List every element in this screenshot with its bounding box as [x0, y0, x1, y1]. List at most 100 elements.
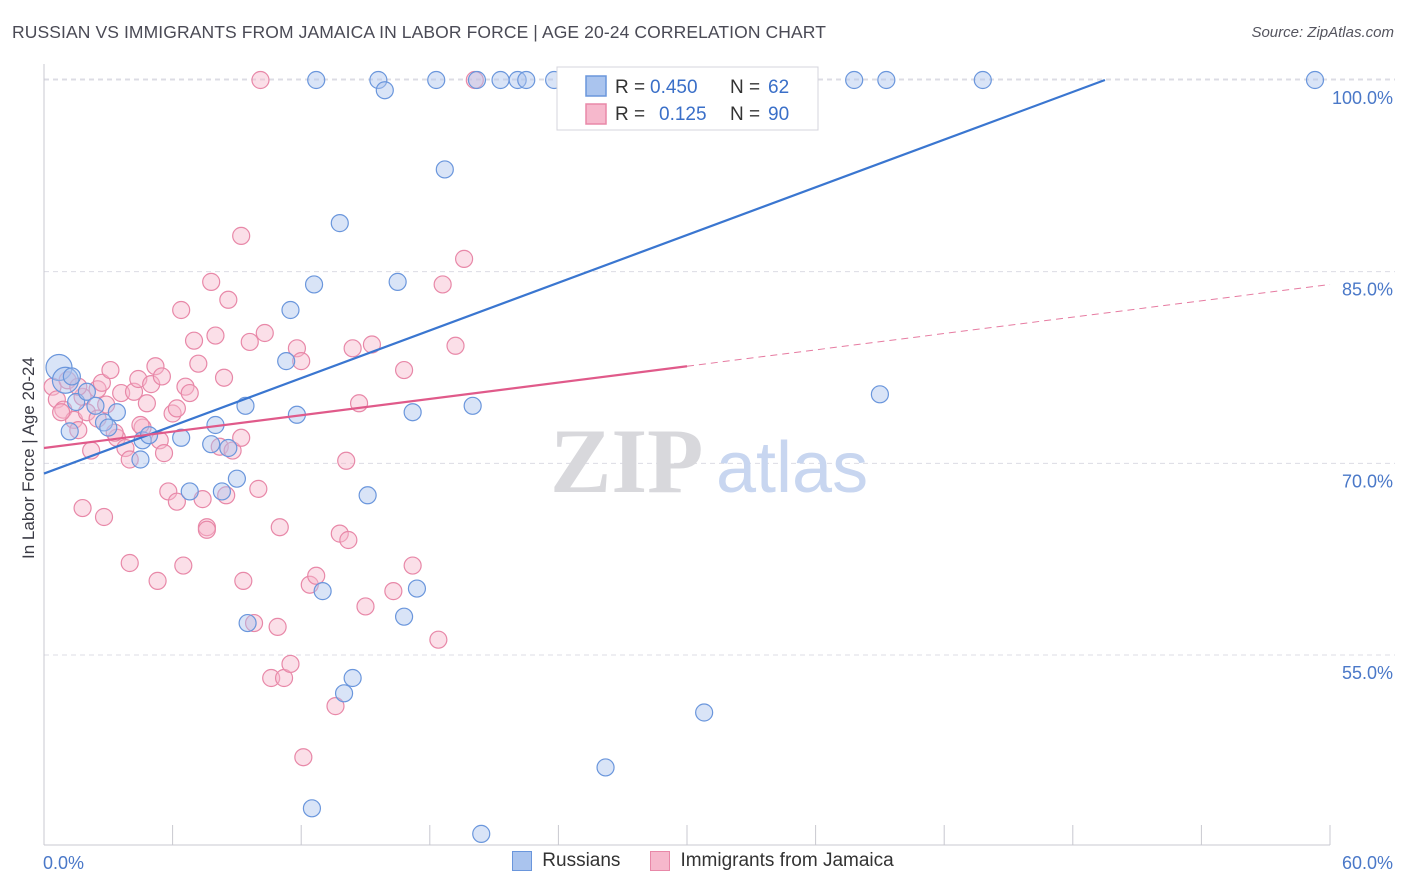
- russians-point: [463, 396, 482, 415]
- russians-point: [180, 482, 199, 501]
- jamaica-point: [137, 394, 156, 413]
- jamaica-point: [112, 383, 131, 403]
- jamaica-point: [152, 367, 171, 386]
- stats-n-value-russians: 62: [768, 77, 789, 98]
- jamaica-point: [244, 613, 264, 633]
- jamaica-point: [202, 272, 221, 291]
- russians-point: [219, 438, 238, 458]
- jamaica-point: [337, 451, 356, 470]
- chart-title: RUSSIAN VS IMMIGRANTS FROM JAMAICA IN LA…: [12, 22, 827, 42]
- jamaica-point: [326, 697, 345, 716]
- russians-point: [202, 435, 221, 454]
- russians-point: [86, 396, 105, 415]
- russians-point: [212, 482, 231, 501]
- russians-point: [307, 70, 326, 90]
- stats-legend: R = 0.450 N = 62 R = 0.125 N = 90: [556, 66, 819, 131]
- jamaica-point: [433, 275, 452, 294]
- stats-n-value-jamaica: 90: [768, 104, 789, 125]
- jamaica-point: [101, 360, 120, 380]
- russians-point: [973, 70, 992, 90]
- russians-point: [407, 579, 427, 598]
- jamaica-point: [146, 357, 165, 376]
- legend-label-russians: Russians: [542, 850, 621, 871]
- stats-legend-swatch-russians: [585, 75, 607, 97]
- jamaica-point: [206, 326, 225, 345]
- grid-lines: [44, 78, 1395, 656]
- stats-r-label-jamaica: R =: [615, 104, 645, 125]
- jamaica-point: [167, 492, 186, 511]
- russians-point: [358, 486, 377, 505]
- axes: [43, 64, 1331, 846]
- russians-point: [877, 70, 896, 90]
- jamaica-point: [270, 518, 289, 537]
- watermark-atlas: atlas: [716, 428, 868, 508]
- russians-trend-line: [43, 78, 1106, 475]
- russians-point: [313, 582, 332, 601]
- stats-n-label-jamaica: N =: [730, 104, 760, 125]
- jamaica-point: [255, 323, 274, 343]
- jamaica-point: [356, 597, 375, 616]
- jamaica-trend-line: [43, 365, 688, 450]
- y-tick-label: 85.0%: [1342, 280, 1393, 300]
- russians-point: [870, 385, 890, 404]
- jamaica-point: [184, 331, 204, 350]
- jamaica-point: [120, 553, 139, 573]
- watermark-zip: ZIP: [550, 410, 703, 512]
- jamaica-point: [292, 352, 311, 371]
- russians-point: [472, 824, 491, 843]
- russians-point: [435, 160, 454, 179]
- russians-point: [277, 352, 296, 371]
- jamaica-point: [294, 748, 313, 767]
- russians-point: [388, 272, 407, 291]
- jamaica-point: [234, 571, 253, 590]
- russians-point: [394, 607, 414, 626]
- jamaica-point: [343, 339, 362, 358]
- watermark: ZIP atlas: [550, 410, 868, 512]
- y-tick-label: 55.0%: [1342, 663, 1393, 683]
- russians-point: [131, 450, 150, 469]
- russians-point: [403, 403, 422, 422]
- jamaica-point: [197, 520, 216, 539]
- jamaica-point: [262, 668, 281, 688]
- russians-point: [491, 70, 510, 90]
- jamaica-point: [94, 507, 114, 527]
- russians-point: [375, 81, 394, 100]
- chart-source: Source: ZipAtlas.com: [1251, 24, 1394, 41]
- series-legend: Russians Immigrants from Jamaica: [0, 850, 1406, 872]
- jamaica-point: [454, 249, 474, 268]
- jamaica-point: [219, 290, 238, 309]
- russians-point: [172, 428, 191, 447]
- russians-point: [302, 799, 322, 818]
- jamaica-point: [73, 498, 92, 518]
- y-tick-label: 100.0%: [1332, 88, 1393, 108]
- russians-point: [596, 758, 615, 777]
- russians-point: [517, 70, 536, 90]
- jamaica-point: [446, 336, 465, 355]
- jamaica-point: [180, 383, 199, 403]
- tick-labels: 55.0% 70.0% 85.0% 100.0% 0.0% 60.0%: [43, 88, 1393, 873]
- legend-label-jamaica: Immigrants from Jamaica: [680, 850, 894, 871]
- russians-point: [62, 367, 81, 386]
- jamaica-point: [394, 360, 414, 380]
- legend-item-jamaica[interactable]: Immigrants from Jamaica: [650, 850, 894, 872]
- jamaica-point: [172, 300, 191, 320]
- jamaica-point: [167, 399, 186, 418]
- jamaica-point: [52, 403, 71, 422]
- russians-point: [236, 396, 255, 415]
- russians-point: [343, 668, 362, 688]
- russians-point: [695, 703, 714, 722]
- trend-lines: [43, 78, 1331, 475]
- jamaica-point: [232, 428, 251, 447]
- jamaica-point: [429, 630, 448, 649]
- stats-r-value-jamaica: 0.125: [659, 104, 707, 125]
- russians-point: [238, 613, 257, 633]
- russians-point: [845, 70, 864, 90]
- russians-point: [107, 403, 126, 422]
- russians-point: [1305, 70, 1325, 90]
- stats-r-label-russians: R =: [615, 77, 645, 98]
- legend-swatch-russians: [512, 851, 533, 871]
- y-tick-label: 70.0%: [1342, 471, 1393, 491]
- legend-item-russians[interactable]: Russians: [512, 850, 620, 872]
- jamaica-point: [281, 654, 300, 674]
